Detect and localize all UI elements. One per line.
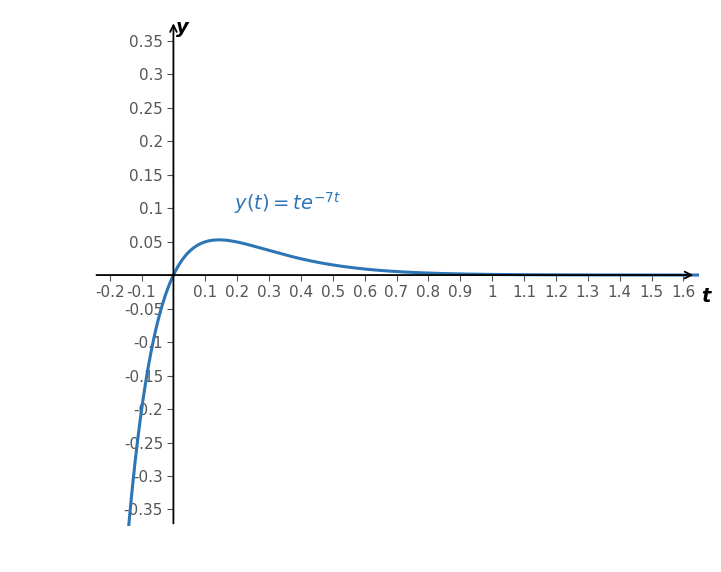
Text: t: t: [701, 287, 710, 306]
Text: y: y: [176, 18, 189, 38]
Text: $y(t) = te^{-7t}$: $y(t) = te^{-7t}$: [234, 190, 341, 216]
